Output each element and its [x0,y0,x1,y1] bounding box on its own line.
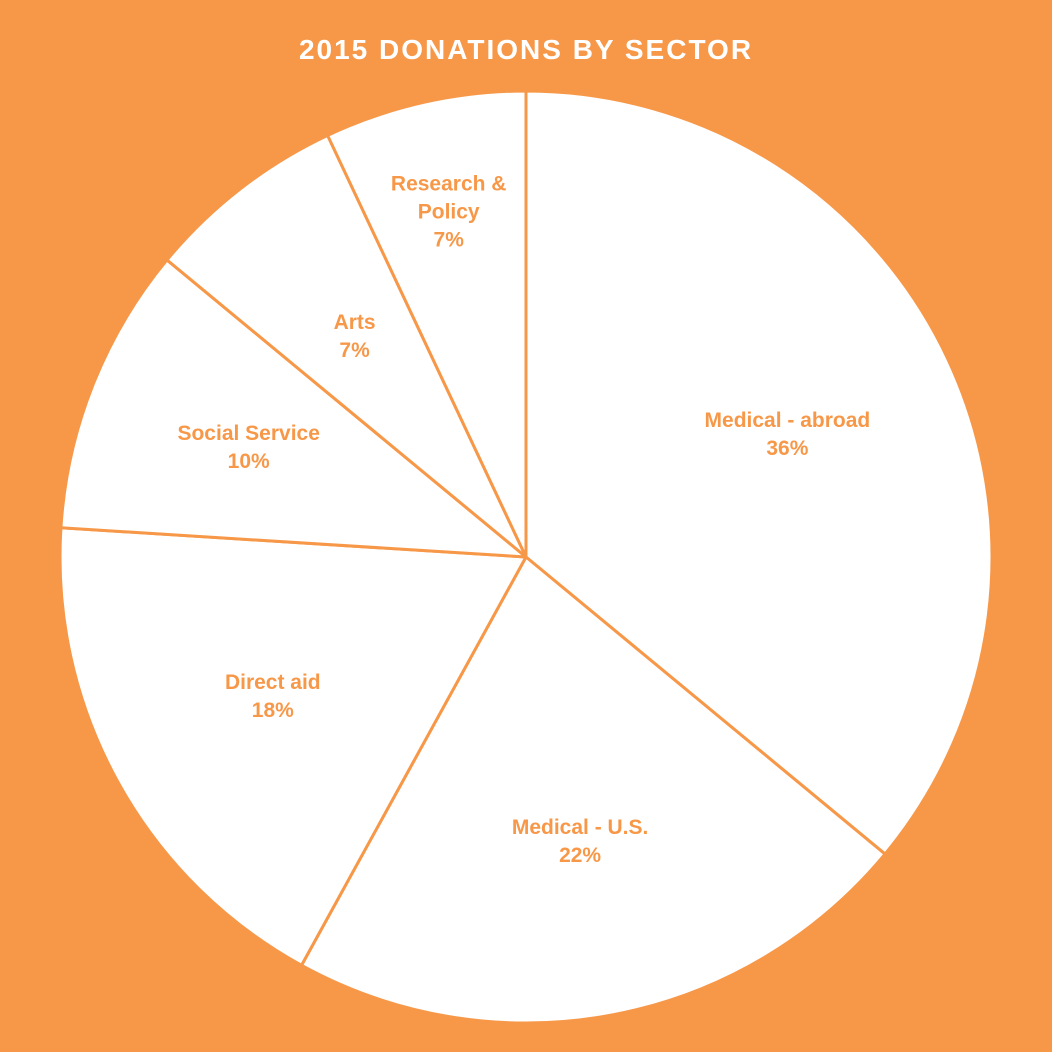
slice-label-value: 36% [766,437,808,460]
slice-label-name: Policy [418,200,480,223]
slice-label-value: 10% [228,450,270,473]
slice-label-3: Social Service 10% [177,422,319,473]
slice-label-1: Medical - U.S. 22% [512,816,649,867]
pie-slice-3 [59,258,528,559]
slice-label-value: 22% [559,844,601,867]
pie-slice-5 [326,89,528,559]
slice-label-name: Direct aid [225,671,321,694]
slice-label-0: Medical - abroad 36% [705,409,871,460]
slice-label-name: Medical - abroad [705,409,871,432]
slice-label-name: Social Service [177,422,319,445]
chart-title: 2015 DONATIONS BY SECTOR [298,34,754,65]
pie-labels: Medical - abroad 36% Medical - U.S. 22% Dire… [177,172,870,866]
slice-label-4: Arts 7% [334,311,376,362]
pie-slice-0 [524,89,994,856]
slice-label-2: Direct aid 18% [225,671,321,722]
pie-slices [58,89,994,1025]
slice-label-value: 18% [252,699,294,722]
slice-label-value: 7% [339,339,370,362]
pie-slice-4 [165,133,528,559]
slice-label-value: 7% [434,228,465,251]
pie-slice-1 [300,555,887,1025]
slice-label-name: Arts [334,311,376,334]
slice-label-name: Research & [391,172,507,195]
pie-slice-2 [58,526,528,967]
slice-label-5: Research & Policy 7% [391,172,507,251]
slice-label-name: Medical - U.S. [512,816,649,839]
